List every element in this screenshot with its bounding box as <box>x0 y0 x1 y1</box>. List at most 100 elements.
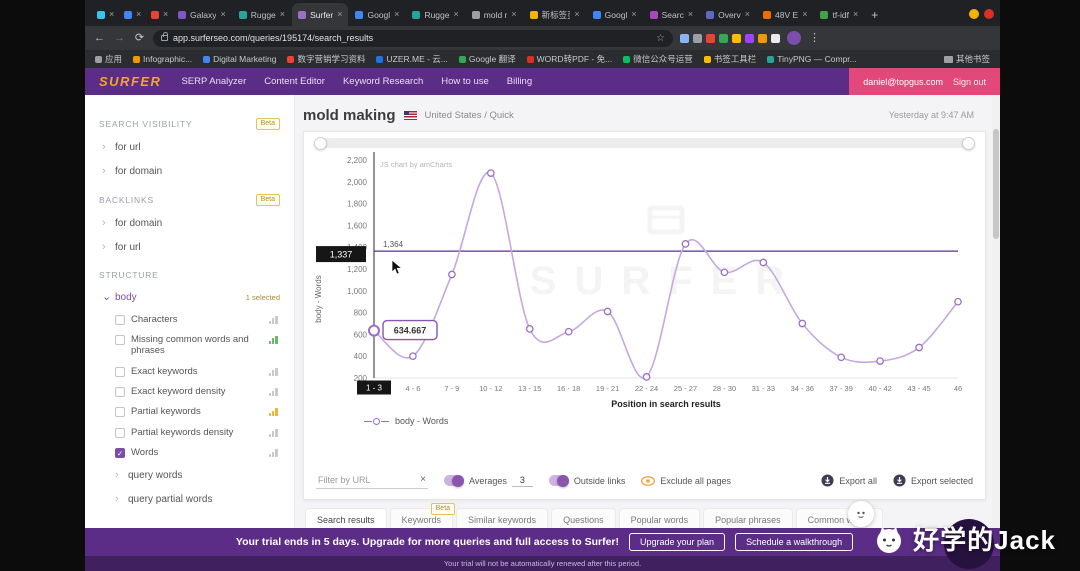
bookmark-item[interactable]: 书签工具栏 <box>703 53 756 65</box>
chart-zoom-strip[interactable] <box>314 136 975 150</box>
browser-tab-tf-idf[interactable]: tf-idf × <box>814 3 864 26</box>
browser-tab-overv[interactable]: Overv × <box>700 3 756 26</box>
amcharts-credit[interactable]: JS chart by amCharts <box>380 160 453 169</box>
window-dot-icon[interactable] <box>984 9 994 19</box>
tab-close-icon[interactable]: × <box>802 9 808 19</box>
data-point[interactable] <box>681 240 690 248</box>
tab-close-icon[interactable]: × <box>631 9 637 19</box>
tab-close-icon[interactable]: × <box>337 9 343 19</box>
checkbox[interactable] <box>115 407 125 418</box>
data-point[interactable] <box>876 357 884 365</box>
browser-tab-mold-r[interactable]: mold r × <box>466 3 523 26</box>
profile-avatar[interactable] <box>787 31 801 45</box>
chat-widget[interactable] <box>848 501 874 527</box>
averages-value-input[interactable]: 3 <box>511 475 533 487</box>
tab-close-icon[interactable]: × <box>744 9 751 19</box>
extension-icon[interactable] <box>706 33 715 43</box>
structure-body-group[interactable]: ⌄ body 1 selected <box>99 285 280 309</box>
page-scrollbar[interactable] <box>992 95 1000 528</box>
data-point[interactable] <box>525 325 534 333</box>
metric-partial-keywords[interactable]: Partial keywords <box>99 402 280 422</box>
tab-close-icon[interactable]: × <box>852 9 859 19</box>
metric-characters[interactable]: Characters <box>99 309 280 329</box>
reload-button[interactable]: ⟳ <box>134 31 145 44</box>
metric-words[interactable]: ✓ Words <box>99 443 280 463</box>
data-point-active[interactable] <box>368 324 380 337</box>
bookmark-google[interactable]: Google 翻译 <box>458 53 516 65</box>
browser-tab-surfer[interactable]: Surfer × <box>292 3 349 26</box>
data-point[interactable] <box>642 373 651 381</box>
other-bookmarks[interactable]: 其他书签 <box>943 53 990 65</box>
sign-out-button[interactable]: Sign out <box>952 76 986 87</box>
search-visibility-for-url[interactable]: › for url <box>99 135 280 159</box>
tab-close-icon[interactable]: × <box>279 9 286 19</box>
extension-icon[interactable] <box>693 33 702 43</box>
bookmark-word-pdf[interactable]: WORD转PDF - 免... <box>526 53 612 65</box>
address-bar[interactable]: app.surferseo.com/queries/195174/search_… <box>153 29 673 47</box>
bookmark-uzer-me[interactable]: UZER.ME - 云... <box>376 53 448 65</box>
bookmark-tinypng-compr[interactable]: TinyPNG — Compr... <box>767 54 857 64</box>
back-button[interactable]: ← <box>94 31 105 44</box>
browser-tab-slack-icon[interactable]: × <box>91 3 117 26</box>
averages-toggle[interactable] <box>444 474 464 487</box>
app-nav-billing[interactable]: Billing <box>506 76 533 87</box>
schedule-walkthrough-button[interactable]: Schedule a walkthrough <box>735 533 854 551</box>
checkbox[interactable] <box>115 366 125 377</box>
bookmark-star-icon[interactable]: ☆ <box>656 32 665 44</box>
data-point[interactable] <box>759 258 768 267</box>
clear-filter-icon[interactable]: × <box>420 474 426 485</box>
browser-menu-button[interactable]: ⋮ <box>809 31 820 44</box>
exclude-all-pages-button[interactable]: Exclude all pages <box>641 476 731 486</box>
extension-icon[interactable] <box>758 33 767 43</box>
bookmark-item[interactable]: 应用 <box>95 53 122 65</box>
extension-icon[interactable] <box>771 33 780 43</box>
browser-tab-searc[interactable]: Searc × <box>644 3 699 26</box>
data-point[interactable] <box>409 352 417 361</box>
zoom-handle-left-icon[interactable] <box>314 136 327 150</box>
metric-partial-keywords-density[interactable]: Partial keywords density <box>99 422 280 442</box>
app-nav-content-editor[interactable]: Content Editor <box>264 76 325 87</box>
chart-legend[interactable]: body - Words <box>364 416 977 426</box>
forward-button[interactable]: → <box>114 31 125 44</box>
serp-line-chart[interactable]: SURFER2004006008001,0001,2001,4001,6001,… <box>312 152 972 410</box>
data-point[interactable] <box>448 270 456 279</box>
browser-tab-workspace-icon[interactable]: × <box>118 3 144 26</box>
tab-close-icon[interactable]: × <box>574 9 580 19</box>
checkbox[interactable] <box>115 427 125 438</box>
new-tab-button[interactable]: + <box>871 8 879 22</box>
data-point[interactable] <box>837 353 846 362</box>
export-all-button[interactable]: Export all <box>821 474 877 487</box>
browser-tab-item[interactable]: 新标签页× <box>524 3 586 26</box>
surfer-logo[interactable]: SURFER <box>99 74 162 89</box>
data-point[interactable] <box>954 297 962 306</box>
tab-close-icon[interactable]: × <box>163 9 169 19</box>
browser-tab-rugge[interactable]: Rugge × <box>406 3 464 26</box>
browser-tab-mail-icon[interactable]: × <box>145 3 171 26</box>
extension-icon[interactable] <box>732 33 741 43</box>
browser-tab-googl[interactable]: Googl × <box>349 3 405 26</box>
scrollbar-thumb[interactable] <box>993 129 999 239</box>
extension-icon[interactable] <box>680 33 689 43</box>
tab-close-icon[interactable]: × <box>687 9 694 19</box>
metric-missing-common-words-and-phrases[interactable]: Missing common words and phrases <box>99 329 280 361</box>
backlinks-for-url[interactable]: › for url <box>99 235 280 259</box>
search-visibility-for-domain[interactable]: › for domain <box>99 159 280 183</box>
data-point[interactable] <box>798 319 807 328</box>
data-point[interactable] <box>603 307 612 316</box>
checkbox[interactable]: ✓ <box>115 448 125 459</box>
bookmark-infographic[interactable]: Infographic... <box>133 54 192 64</box>
app-nav-keyword-research[interactable]: Keyword Research <box>342 76 424 87</box>
filter-by-url-input[interactable]: Filter by URL × <box>316 472 428 489</box>
extension-icon[interactable] <box>745 33 754 43</box>
app-nav-how-to-use[interactable]: How to use <box>441 76 489 87</box>
zoom-handle-right-icon[interactable] <box>962 136 975 150</box>
window-dot-icon[interactable] <box>969 9 979 19</box>
tab-close-icon[interactable]: × <box>109 9 115 19</box>
data-point[interactable] <box>564 327 573 336</box>
browser-tab-galaxy[interactable]: Galaxy × <box>172 3 232 26</box>
tab-close-icon[interactable]: × <box>394 9 400 19</box>
structure-query-words[interactable]: › query words <box>99 463 280 487</box>
browser-tab-rugge[interactable]: Rugge × <box>233 3 291 26</box>
backlinks-for-domain[interactable]: › for domain <box>99 211 280 235</box>
bookmark-item[interactable]: 数字营销学习资料 <box>287 53 365 65</box>
